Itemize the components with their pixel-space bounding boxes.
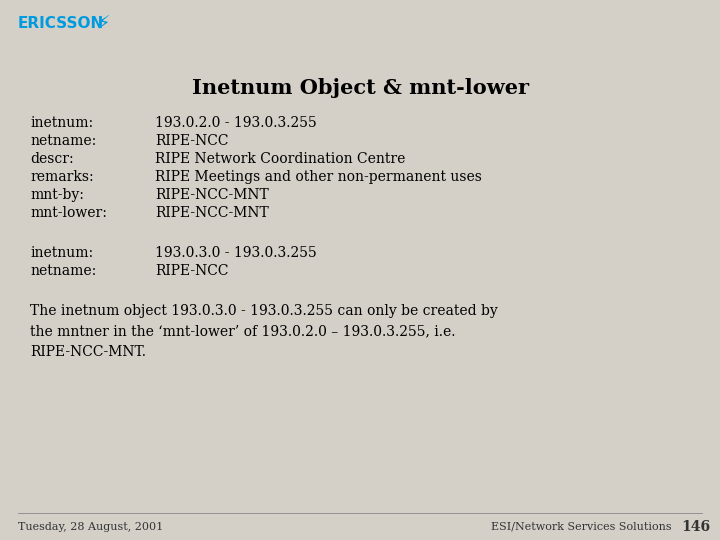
Text: 193.0.2.0 - 193.0.3.255: 193.0.2.0 - 193.0.3.255: [155, 116, 317, 130]
Text: The inetnum object 193.0.3.0 - 193.0.3.255 can only be created by
the mntner in : The inetnum object 193.0.3.0 - 193.0.3.2…: [30, 304, 498, 359]
Text: ERICSSON: ERICSSON: [18, 17, 104, 31]
Text: RIPE Network Coordination Centre: RIPE Network Coordination Centre: [155, 152, 405, 166]
Text: mnt-lower:: mnt-lower:: [30, 206, 107, 220]
Text: inetnum:: inetnum:: [30, 116, 94, 130]
Text: netname:: netname:: [30, 134, 96, 148]
Text: 146: 146: [681, 519, 710, 534]
Text: netname:: netname:: [30, 264, 96, 278]
Text: RIPE-NCC-MNT: RIPE-NCC-MNT: [155, 188, 269, 202]
Text: Inetnum Object & mnt-lower: Inetnum Object & mnt-lower: [192, 78, 528, 98]
Text: RIPE-NCC: RIPE-NCC: [155, 134, 228, 148]
Text: remarks:: remarks:: [30, 170, 94, 184]
Text: descr:: descr:: [30, 152, 74, 166]
Text: mnt-by:: mnt-by:: [30, 188, 84, 202]
Text: Tuesday, 28 August, 2001: Tuesday, 28 August, 2001: [18, 522, 163, 532]
Text: RIPE Meetings and other non-permanent uses: RIPE Meetings and other non-permanent us…: [155, 170, 482, 184]
Text: RIPE-NCC-MNT: RIPE-NCC-MNT: [155, 206, 269, 220]
Text: inetnum:: inetnum:: [30, 246, 94, 260]
Text: RIPE-NCC: RIPE-NCC: [155, 264, 228, 278]
Text: ⚡: ⚡: [96, 15, 109, 33]
Text: 193.0.3.0 - 193.0.3.255: 193.0.3.0 - 193.0.3.255: [155, 246, 317, 260]
Text: ESI/Network Services Solutions: ESI/Network Services Solutions: [491, 522, 672, 532]
